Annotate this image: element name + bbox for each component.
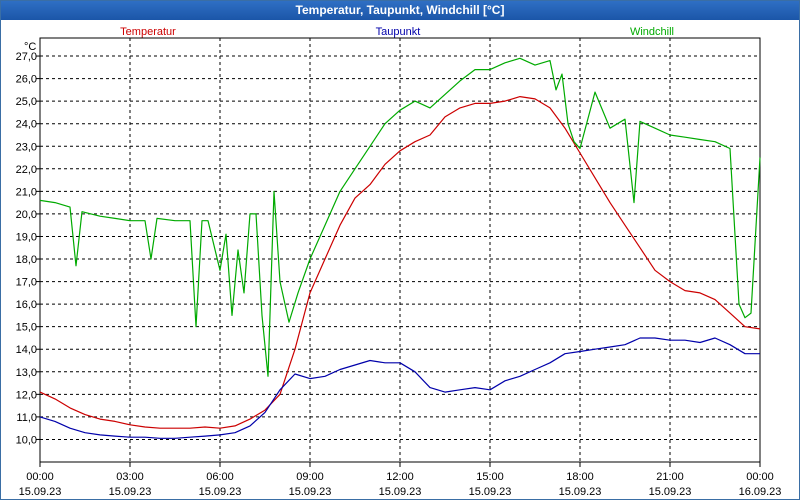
x-tick-date: 15.09.23 bbox=[379, 486, 422, 498]
y-tick-label: 24,0 bbox=[16, 119, 37, 131]
y-tick-label: 22,0 bbox=[16, 164, 37, 176]
x-tick-date: 15.09.23 bbox=[199, 486, 242, 498]
y-tick-label: 26,0 bbox=[16, 74, 37, 86]
x-tick-time: 12:00 bbox=[386, 471, 414, 483]
series-line-temperatur bbox=[39, 95, 761, 429]
y-tick-label: 14,0 bbox=[16, 344, 37, 356]
y-tick-label: 16,0 bbox=[16, 299, 37, 311]
y-axis-ticks: 10,0 11,0 12,0 13,0 14,0 15,0 16,0 17,0 18,0 19,0… bbox=[16, 51, 40, 446]
y-tick-label: 25,0 bbox=[16, 96, 37, 108]
y-tick-label: 10,0 bbox=[16, 434, 37, 446]
x-tick-date: 15.09.23 bbox=[19, 486, 62, 498]
x-tick-time: 00:00 bbox=[746, 471, 774, 483]
x-tick-date: 16.09.23 bbox=[739, 486, 782, 498]
y-tick-label: 17,0 bbox=[16, 277, 37, 289]
y-tick-label: 23,0 bbox=[16, 141, 37, 153]
y-tick-label: 13,0 bbox=[16, 367, 37, 379]
y-tick-label: 18,0 bbox=[16, 254, 37, 266]
legend-taupunkt: Taupunkt bbox=[376, 26, 421, 38]
legend-windchill: Windchill bbox=[630, 26, 674, 38]
x-tick-date: 15.09.23 bbox=[649, 486, 692, 498]
x-tick-date: 15.09.23 bbox=[109, 486, 152, 498]
legend-temperatur: Temperatur bbox=[120, 26, 176, 38]
x-tick-time: 21:00 bbox=[656, 471, 684, 483]
y-tick-label: 20,0 bbox=[16, 209, 37, 221]
y-tick-label: 12,0 bbox=[16, 389, 37, 401]
y-tick-label: 11,0 bbox=[16, 412, 37, 424]
grid-lines bbox=[40, 38, 760, 462]
y-axis-label: °C bbox=[24, 41, 36, 53]
x-tick-date: 15.09.23 bbox=[559, 486, 602, 498]
x-tick-date: 15.09.23 bbox=[469, 486, 512, 498]
y-tick-label: 21,0 bbox=[16, 186, 37, 198]
series-line-windchill bbox=[39, 57, 761, 377]
x-tick-time: 03:00 bbox=[116, 471, 144, 483]
x-tick-date: 15.09.23 bbox=[289, 486, 332, 498]
x-tick-time: 09:00 bbox=[296, 471, 324, 483]
x-tick-time: 06:00 bbox=[206, 471, 234, 483]
x-tick-time: 15:00 bbox=[476, 471, 504, 483]
series-line-taupunkt bbox=[39, 337, 760, 439]
x-tick-time: 18:00 bbox=[566, 471, 594, 483]
y-tick-label: 15,0 bbox=[16, 322, 37, 334]
window-title: Temperatur, Taupunkt, Windchill [°C] bbox=[1, 1, 799, 20]
x-axis-ticks: 00:00 15.09.23 03:00 15.09.23 06:00 15.09.23 0… bbox=[19, 462, 782, 498]
y-tick-label: 19,0 bbox=[16, 231, 37, 243]
y-tick-label: 27,0 bbox=[16, 51, 37, 63]
x-tick-time: 00:00 bbox=[26, 471, 54, 483]
series-lines bbox=[39, 57, 761, 439]
